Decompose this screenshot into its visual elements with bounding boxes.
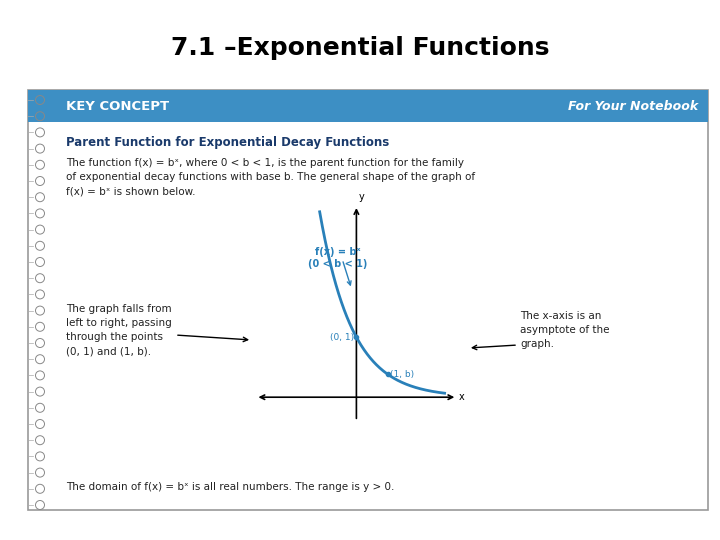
Text: For Your Notebook: For Your Notebook: [568, 99, 698, 112]
Text: y: y: [359, 192, 364, 202]
Text: The graph falls from
left to right, passing
through the points
(0, 1) and (1, b): The graph falls from left to right, pass…: [66, 304, 172, 356]
FancyBboxPatch shape: [28, 90, 708, 510]
Text: (1, b): (1, b): [390, 370, 415, 379]
Text: KEY CONCEPT: KEY CONCEPT: [66, 99, 169, 112]
FancyBboxPatch shape: [28, 90, 708, 122]
Text: The x-axis is an
asymptote of the
graph.: The x-axis is an asymptote of the graph.: [520, 311, 610, 349]
Text: The function f(x) = bˣ, where 0 < b < 1, is the parent function for the family
o: The function f(x) = bˣ, where 0 < b < 1,…: [66, 158, 475, 196]
Text: x: x: [459, 392, 464, 402]
Text: The domain of f(x) = bˣ is all real numbers. The range is y > 0.: The domain of f(x) = bˣ is all real numb…: [66, 482, 395, 492]
Text: Parent Function for Exponential Decay Functions: Parent Function for Exponential Decay Fu…: [66, 136, 390, 149]
Text: (0, 1): (0, 1): [330, 333, 354, 342]
Text: f(x) = bˣ
(0 < b < 1): f(x) = bˣ (0 < b < 1): [308, 247, 367, 269]
Text: 7.1 –Exponential Functions: 7.1 –Exponential Functions: [171, 36, 549, 60]
